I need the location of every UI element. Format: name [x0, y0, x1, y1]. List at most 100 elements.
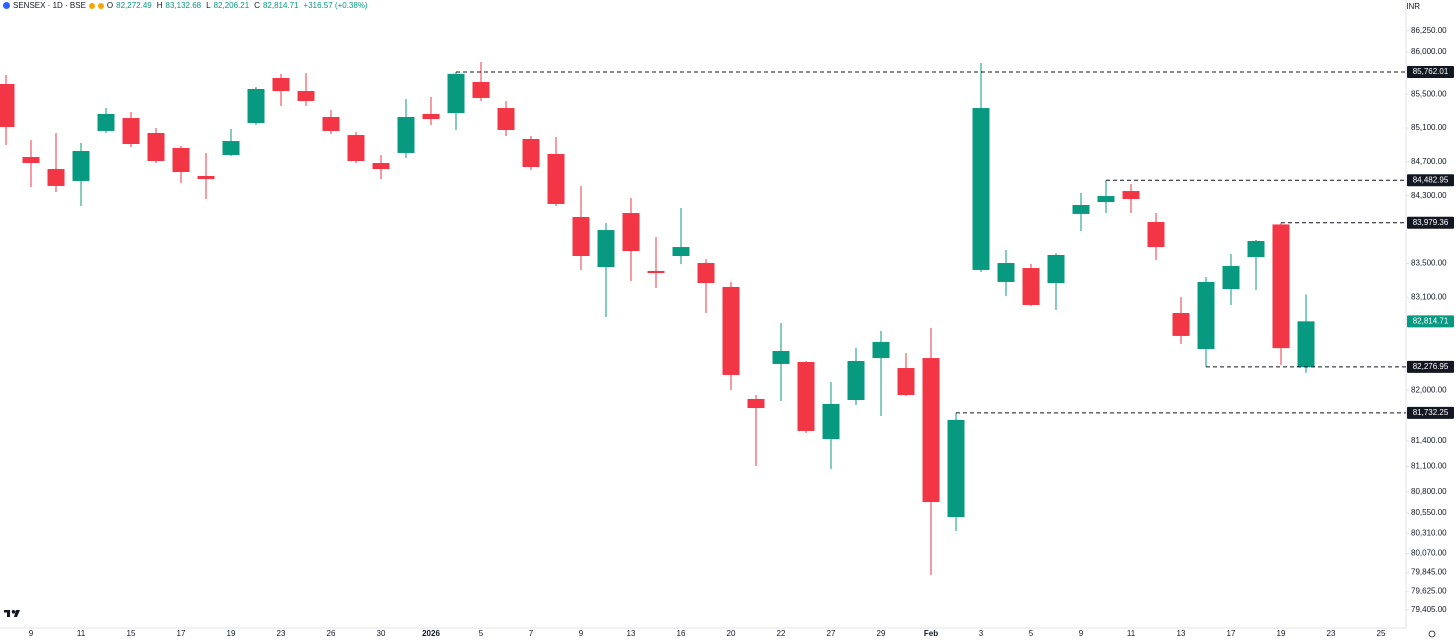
x-tick-label: 9	[579, 629, 584, 638]
candle-body	[1022, 268, 1040, 305]
x-tick-label: 2026	[422, 629, 440, 638]
x-tick-label: 26	[327, 629, 336, 638]
label-o: O	[106, 1, 114, 10]
x-tick-label: 17	[1227, 629, 1236, 638]
symbol-icon	[3, 2, 10, 9]
value-h: 83,132.68	[165, 1, 202, 10]
candle-body	[722, 286, 740, 375]
candle-body	[797, 362, 815, 431]
change: +316.57 (+0.38%)	[303, 1, 368, 10]
level-label: 85,762.01	[1413, 67, 1449, 76]
symbol[interactable]: SENSEX · 1D · BSE	[13, 1, 86, 10]
value-c: 82,814.71	[262, 1, 299, 10]
level-label-box	[1407, 174, 1454, 187]
candle-body	[672, 247, 690, 257]
label-c: C	[254, 1, 260, 10]
candle-body	[1297, 321, 1315, 368]
candle-body	[1072, 204, 1090, 214]
candle-body	[747, 398, 765, 409]
level-label: 82,276.95	[1413, 362, 1449, 371]
candle-body	[822, 403, 840, 439]
y-tick-label: 80,550.00	[1411, 508, 1447, 517]
candle-body	[897, 368, 915, 396]
tv-logo	[4, 610, 20, 617]
candle-body	[872, 341, 890, 359]
level-label-box	[1407, 406, 1454, 419]
candle-body	[247, 89, 265, 124]
y-tick-label: 85,100.00	[1411, 123, 1447, 132]
candle-body	[372, 163, 390, 170]
y-tick-label: 80,310.00	[1411, 528, 1447, 537]
y-tick-label: 79,405.00	[1411, 605, 1447, 614]
candle-body	[1247, 241, 1265, 258]
candle-body	[497, 108, 515, 131]
candle-body	[272, 78, 290, 92]
level-label: 81,732.25	[1413, 408, 1449, 417]
x-tick-label: 5	[1029, 629, 1034, 638]
candle-body	[97, 113, 115, 131]
candle-body	[947, 419, 965, 518]
candle-body	[422, 113, 440, 120]
candle-body	[1047, 254, 1065, 283]
candle-body	[147, 132, 165, 161]
candle-body	[622, 213, 640, 252]
candle-body	[322, 117, 340, 131]
x-tick-label: 25	[1377, 629, 1386, 638]
x-tick-label: 16	[677, 629, 686, 638]
candle-body	[547, 153, 565, 204]
x-tick-label: 27	[827, 629, 836, 638]
candle-body	[172, 147, 190, 172]
level-label: 83,979.36	[1413, 218, 1449, 227]
y-tick-label: 79,845.00	[1411, 568, 1447, 577]
candle-body	[447, 73, 465, 114]
x-tick-label: 19	[1277, 629, 1286, 638]
status-dot	[88, 2, 95, 9]
value-l: 82,206.21	[213, 1, 250, 10]
candle-body	[47, 169, 65, 186]
x-tick-label: 11	[1127, 629, 1136, 638]
candle-body	[397, 117, 415, 153]
candle-body	[597, 230, 615, 268]
x-tick-label: 20	[727, 629, 736, 638]
legend-header: SENSEX · 1D · BSE O 82,272.49 H 83,132.68 …	[3, 1, 370, 10]
y-tick-label: 83,500.00	[1411, 258, 1447, 267]
candle-body	[22, 157, 40, 164]
x-tick-label: 23	[1327, 629, 1336, 638]
candle-body	[522, 139, 540, 168]
candle-body	[1097, 196, 1115, 203]
candle-body	[1122, 191, 1140, 199]
candle-body	[997, 263, 1015, 282]
candle-body	[1272, 224, 1290, 349]
y-tick-label: 81,100.00	[1411, 462, 1447, 471]
y-tick-label: 80,070.00	[1411, 549, 1447, 558]
currency[interactable]: INR	[1406, 2, 1420, 11]
x-tick-label: 5	[479, 629, 484, 638]
level-label-box	[1407, 216, 1454, 229]
candle-body	[72, 151, 90, 181]
candle-body	[697, 263, 715, 283]
level-label-box	[1407, 65, 1454, 78]
y-tick-label: 84,300.00	[1411, 191, 1447, 200]
x-tick-label: 30	[377, 629, 386, 638]
settings-icon[interactable]	[1428, 630, 1436, 638]
candle-body	[922, 358, 940, 503]
level-label-box	[1407, 360, 1454, 373]
x-tick-label: 11	[77, 629, 86, 638]
y-tick-label: 82,000.00	[1411, 385, 1447, 394]
candle-body	[297, 91, 315, 102]
candle-body	[122, 118, 140, 144]
x-tick-label: 23	[277, 629, 286, 638]
candle-body	[472, 81, 490, 98]
x-tick-label: 22	[777, 629, 786, 638]
x-tick-label: 15	[127, 629, 136, 638]
y-tick-label: 85,500.00	[1411, 89, 1447, 98]
candle-body	[0, 84, 15, 127]
x-tick-label: 13	[1177, 629, 1186, 638]
x-tick-label: 9	[1079, 629, 1084, 638]
x-tick-label: Feb	[924, 629, 938, 638]
y-tick-label: 81,400.00	[1411, 436, 1447, 445]
x-tick-label: 17	[177, 629, 186, 638]
candle-body	[1222, 265, 1240, 290]
